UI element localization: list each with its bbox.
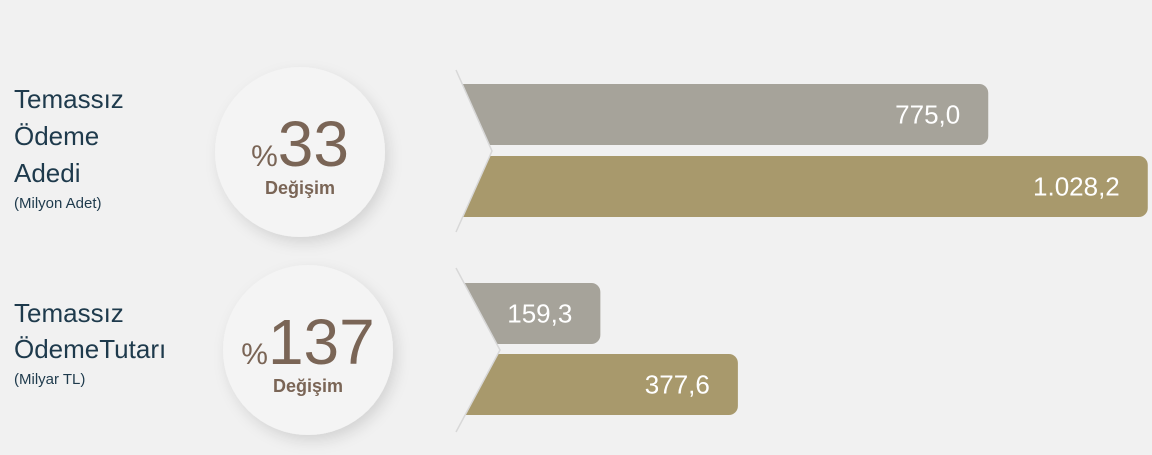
value-label: 775,0 bbox=[895, 100, 960, 130]
chevron bbox=[440, 70, 492, 232]
chart-subtitle: (Milyar TL) bbox=[14, 371, 85, 388]
chart-title: Ödeme bbox=[14, 121, 99, 151]
bar bbox=[450, 156, 1148, 217]
value-label: 159,3 bbox=[507, 299, 572, 329]
value-label: 377,6 bbox=[645, 370, 710, 400]
change-number: 33 bbox=[278, 108, 349, 180]
change-number: 137 bbox=[268, 306, 375, 378]
bar bbox=[450, 84, 989, 145]
chart-title: Adedi bbox=[14, 158, 81, 188]
change-prefix: % bbox=[251, 140, 278, 173]
chart-subtitle: (Milyon Adet) bbox=[14, 195, 102, 212]
chevron bbox=[440, 268, 500, 432]
change-label: Değişim bbox=[273, 376, 343, 396]
chart-title: Temassız bbox=[14, 298, 124, 328]
chart-title: Temassız bbox=[14, 84, 124, 114]
change-value: %137 bbox=[241, 306, 374, 378]
bar bbox=[450, 354, 738, 415]
change-badge bbox=[223, 265, 393, 435]
chevron-edge bbox=[455, 267, 501, 433]
change-prefix: % bbox=[241, 338, 268, 371]
change-label: Değişim bbox=[265, 178, 335, 198]
value-label: 1.028,2 bbox=[1033, 172, 1120, 202]
chart-title: ÖdemeTutarı bbox=[14, 334, 166, 364]
change-value: %33 bbox=[251, 108, 349, 180]
change-badge bbox=[215, 67, 385, 237]
chevron-edge bbox=[455, 69, 493, 233]
